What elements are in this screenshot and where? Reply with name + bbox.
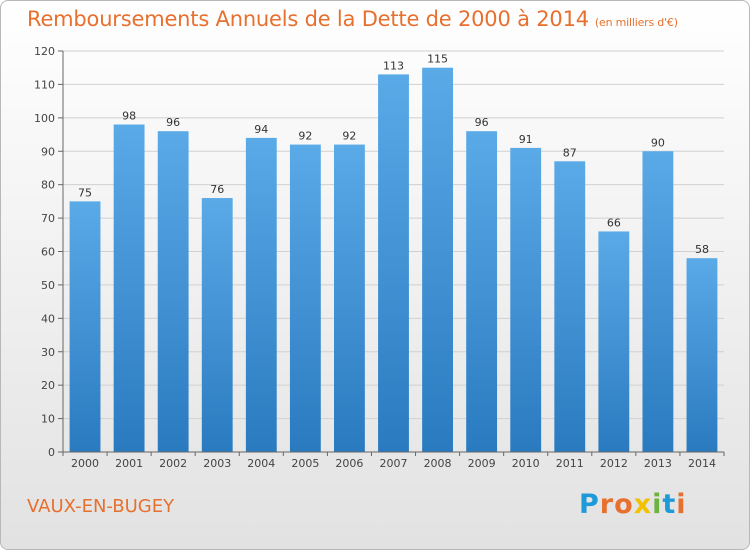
data-label: 92 bbox=[342, 130, 356, 143]
bar bbox=[157, 131, 189, 452]
bar bbox=[642, 151, 674, 452]
x-tick-label: 2004 bbox=[247, 457, 275, 470]
logo-letter: t bbox=[662, 489, 677, 520]
x-tick-label: 2009 bbox=[468, 457, 496, 470]
logo-letter: x bbox=[633, 489, 653, 520]
bar bbox=[598, 231, 630, 452]
x-tick-label: 2003 bbox=[203, 457, 231, 470]
x-tick-label: 2008 bbox=[424, 457, 452, 470]
y-tick-label: 20 bbox=[41, 379, 55, 392]
data-label: 76 bbox=[210, 183, 224, 196]
y-tick-label: 50 bbox=[41, 279, 55, 292]
bars: 75 98 96 76 94 92 92 113 115 96 91 87 66 90 58 bbox=[69, 53, 718, 453]
logo-letter: r bbox=[599, 489, 615, 520]
data-label: 92 bbox=[298, 130, 312, 143]
logo-letter: P bbox=[579, 489, 600, 520]
bar bbox=[201, 198, 233, 452]
y-tick-label: 30 bbox=[41, 346, 55, 359]
data-label: 96 bbox=[475, 116, 489, 129]
x-tick-label: 2005 bbox=[291, 457, 319, 470]
y-tick-label: 100 bbox=[34, 112, 55, 125]
chart-title: Remboursements Annuels de la Dette de 20… bbox=[27, 7, 678, 31]
y-tick-label: 60 bbox=[41, 246, 55, 259]
y-axis: 0 10 20 30 40 50 60 70 80 90 100 110 120 bbox=[34, 45, 64, 459]
bar bbox=[686, 258, 718, 452]
bar bbox=[554, 161, 586, 452]
bar bbox=[289, 144, 321, 453]
bar bbox=[245, 137, 277, 452]
x-tick-label: 2000 bbox=[71, 457, 99, 470]
data-label: 75 bbox=[78, 186, 92, 199]
y-tick-label: 40 bbox=[41, 312, 55, 325]
data-label: 87 bbox=[563, 146, 577, 159]
bar bbox=[69, 201, 101, 452]
y-tick-label: 10 bbox=[41, 413, 55, 426]
data-label: 91 bbox=[519, 133, 533, 146]
unit-note: (en milliers d'€) bbox=[594, 16, 678, 29]
logo-letter: o bbox=[614, 489, 634, 520]
title-text: Remboursements Annuels de la Dette de 20… bbox=[27, 7, 589, 31]
data-label: 90 bbox=[651, 136, 665, 149]
y-tick-label: 0 bbox=[48, 446, 55, 459]
logo-letter: i bbox=[676, 489, 687, 520]
x-tick-label: 2011 bbox=[556, 457, 584, 470]
bar bbox=[510, 147, 542, 453]
data-label: 58 bbox=[695, 243, 709, 256]
bar bbox=[422, 67, 453, 452]
data-label: 96 bbox=[166, 116, 180, 129]
y-tick-label: 90 bbox=[41, 145, 55, 158]
x-tick-label: 2006 bbox=[335, 457, 363, 470]
data-label: 66 bbox=[607, 216, 621, 229]
y-tick-label: 120 bbox=[34, 45, 55, 58]
x-tick-label: 2007 bbox=[380, 457, 408, 470]
x-axis: 2000 2001 2002 2003 2004 2005 2006 2007 2008 2009… bbox=[62, 451, 725, 470]
x-tick-label: 2002 bbox=[159, 457, 187, 470]
data-label: 94 bbox=[254, 123, 268, 136]
data-label: 98 bbox=[122, 110, 136, 123]
proxiti-logo: Proxiti bbox=[579, 489, 687, 520]
x-tick-label: 2010 bbox=[512, 457, 540, 470]
y-tick-label: 70 bbox=[41, 212, 55, 225]
bar bbox=[334, 144, 365, 453]
y-tick-label: 110 bbox=[34, 78, 55, 91]
bar bbox=[378, 74, 409, 453]
logo-letter: i bbox=[652, 489, 663, 520]
x-tick-label: 2001 bbox=[115, 457, 143, 470]
data-label: 113 bbox=[383, 59, 404, 72]
bar bbox=[466, 131, 498, 452]
bar bbox=[113, 124, 145, 453]
data-label: 115 bbox=[427, 53, 448, 66]
commune-name: VAUX-EN-BUGEY bbox=[27, 496, 175, 517]
x-tick-label: 2012 bbox=[600, 457, 628, 470]
x-tick-label: 2013 bbox=[644, 457, 672, 470]
x-tick-label: 2014 bbox=[688, 457, 716, 470]
y-tick-label: 80 bbox=[41, 179, 55, 192]
